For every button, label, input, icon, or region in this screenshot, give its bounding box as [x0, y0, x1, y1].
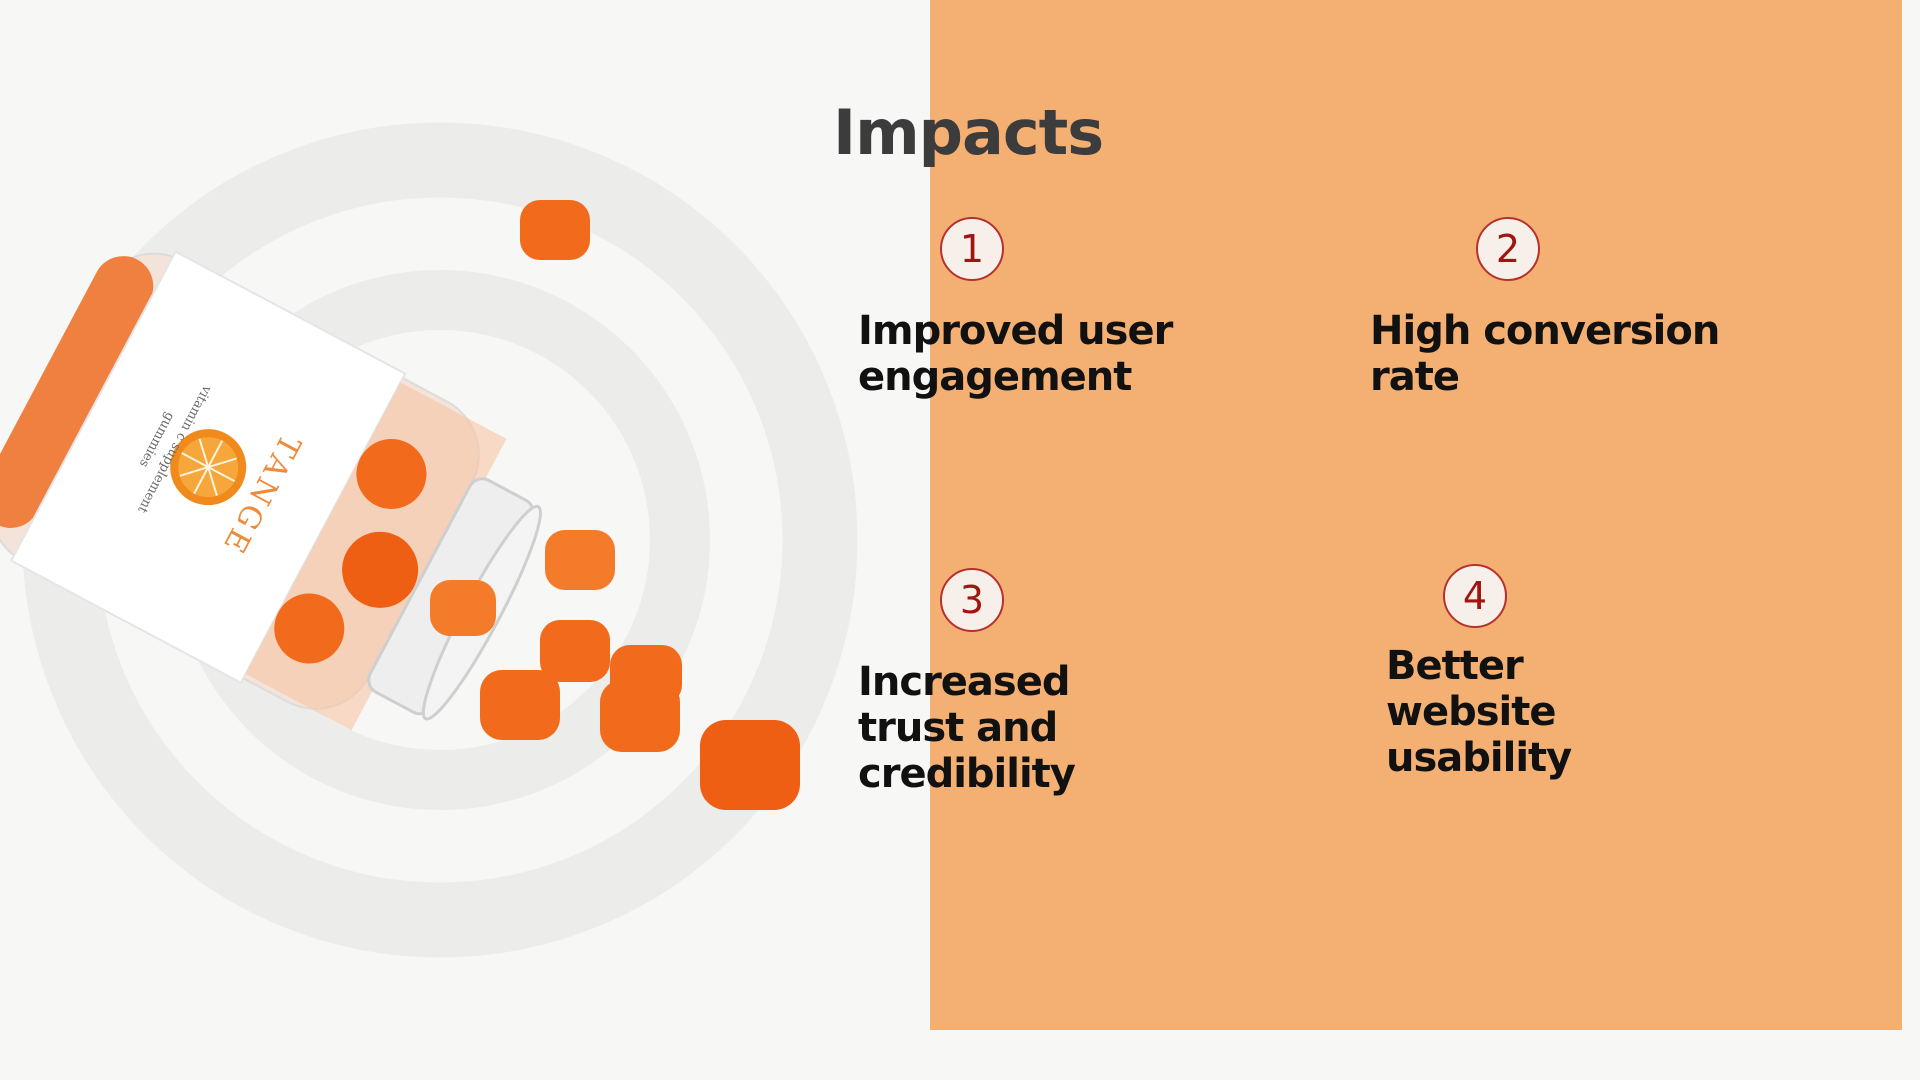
impact-item-4: Better website usability — [1386, 643, 1572, 781]
orange-background-panel — [930, 0, 1902, 1030]
impact-item-2: High conversion rate — [1370, 308, 1720, 400]
number-badge-4: 4 — [1443, 564, 1507, 628]
gummy-jar-image: TANGE vitamin c supplement gummies — [0, 200, 800, 810]
number-badge-2: 2 — [1476, 217, 1540, 281]
slide-title: Impacts — [833, 96, 1104, 169]
number-badge-3: 3 — [940, 568, 1004, 632]
number-badge-1: 1 — [940, 217, 1004, 281]
impact-item-1: Improved user engagement — [858, 308, 1173, 400]
impact-item-3: Increased trust and credibility — [858, 659, 1076, 797]
